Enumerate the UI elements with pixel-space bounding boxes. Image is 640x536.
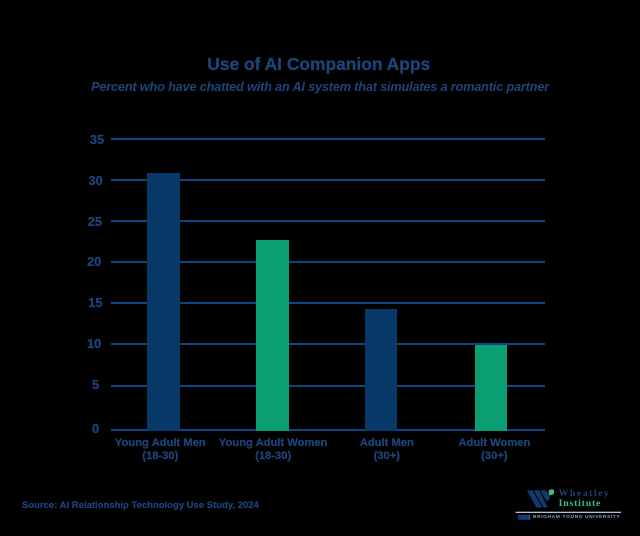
svg-text:BYU: BYU [519, 515, 528, 520]
